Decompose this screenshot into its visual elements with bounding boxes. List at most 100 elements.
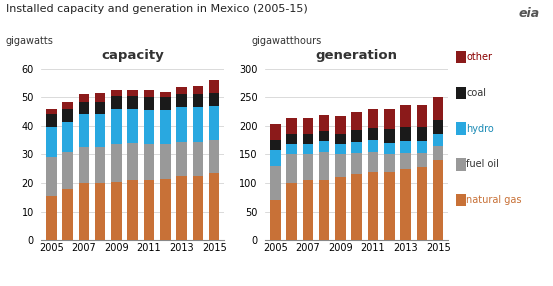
Bar (335, 154, 346, 177)
Bar (192, 107, 203, 142)
Bar (79, 183, 89, 240)
Bar (319, 131, 330, 141)
Bar (111, 109, 122, 144)
Bar (209, 80, 220, 93)
Bar (209, 106, 220, 140)
Bar (319, 141, 330, 152)
Bar (368, 128, 378, 140)
Bar (270, 150, 280, 166)
Bar (384, 109, 395, 129)
Bar (368, 152, 378, 172)
Bar (127, 143, 138, 180)
Bar (270, 166, 280, 200)
Bar (286, 134, 297, 144)
Bar (384, 154, 395, 172)
Bar (400, 169, 411, 240)
Bar (286, 183, 297, 240)
Bar (286, 144, 297, 154)
Bar (400, 141, 411, 153)
Bar (46, 196, 56, 240)
Bar (176, 107, 187, 142)
Bar (400, 153, 411, 169)
Text: coal: coal (466, 88, 486, 98)
Bar (368, 140, 378, 152)
Bar (192, 94, 203, 107)
Bar (319, 180, 330, 240)
Bar (384, 172, 395, 240)
Bar (209, 140, 220, 173)
Bar (62, 109, 73, 122)
Bar (95, 114, 106, 147)
Text: other: other (466, 52, 492, 62)
Bar (176, 142, 187, 176)
Bar (111, 96, 122, 109)
Bar (192, 86, 203, 94)
Bar (127, 96, 138, 109)
Bar (351, 153, 362, 174)
Bar (79, 114, 89, 147)
Bar (416, 167, 427, 240)
Bar (319, 115, 330, 131)
Bar (416, 105, 427, 127)
Bar (433, 160, 444, 240)
Bar (111, 90, 122, 96)
Bar (209, 173, 220, 240)
Bar (46, 114, 56, 127)
Text: eia: eia (518, 7, 539, 20)
Bar (46, 127, 56, 157)
Bar (384, 129, 395, 143)
Bar (46, 157, 56, 196)
Text: gigawatthours: gigawatthours (252, 36, 322, 46)
Bar (286, 154, 297, 183)
Bar (368, 109, 378, 128)
Bar (270, 140, 280, 150)
Bar (111, 182, 122, 240)
Bar (95, 93, 106, 102)
Bar (335, 144, 346, 154)
Bar (95, 183, 106, 240)
Bar (302, 118, 313, 134)
Bar (160, 97, 171, 110)
Bar (160, 92, 171, 97)
Bar (335, 116, 346, 134)
Bar (160, 179, 171, 240)
Bar (95, 147, 106, 183)
Bar (400, 105, 411, 127)
Bar (192, 142, 203, 176)
Bar (144, 180, 154, 240)
Bar (270, 124, 280, 140)
Bar (368, 172, 378, 240)
Bar (127, 180, 138, 240)
Bar (176, 94, 187, 107)
Bar (335, 134, 346, 144)
Bar (286, 118, 297, 134)
Bar (79, 94, 89, 102)
Bar (433, 134, 444, 146)
Bar (416, 153, 427, 167)
Bar (433, 146, 444, 160)
Bar (335, 177, 346, 240)
Bar (351, 112, 362, 130)
Bar (144, 90, 154, 97)
Bar (144, 97, 154, 110)
Text: fuel oil: fuel oil (466, 160, 499, 169)
Text: Installed capacity and generation in Mexico (2005-15): Installed capacity and generation in Mex… (6, 4, 307, 14)
Bar (62, 122, 73, 152)
Bar (384, 143, 395, 154)
Bar (144, 144, 154, 180)
Bar (192, 176, 203, 240)
Bar (62, 102, 73, 109)
Bar (351, 142, 362, 153)
Bar (127, 90, 138, 96)
Bar (302, 134, 313, 144)
Text: capacity: capacity (101, 49, 164, 62)
Text: gigawatts: gigawatts (6, 36, 54, 46)
Bar (416, 127, 427, 141)
Bar (79, 147, 89, 183)
Bar (302, 144, 313, 154)
Text: hydro: hydro (466, 124, 494, 134)
Bar (351, 174, 362, 240)
Bar (302, 154, 313, 180)
Bar (95, 102, 106, 114)
Bar (176, 176, 187, 240)
